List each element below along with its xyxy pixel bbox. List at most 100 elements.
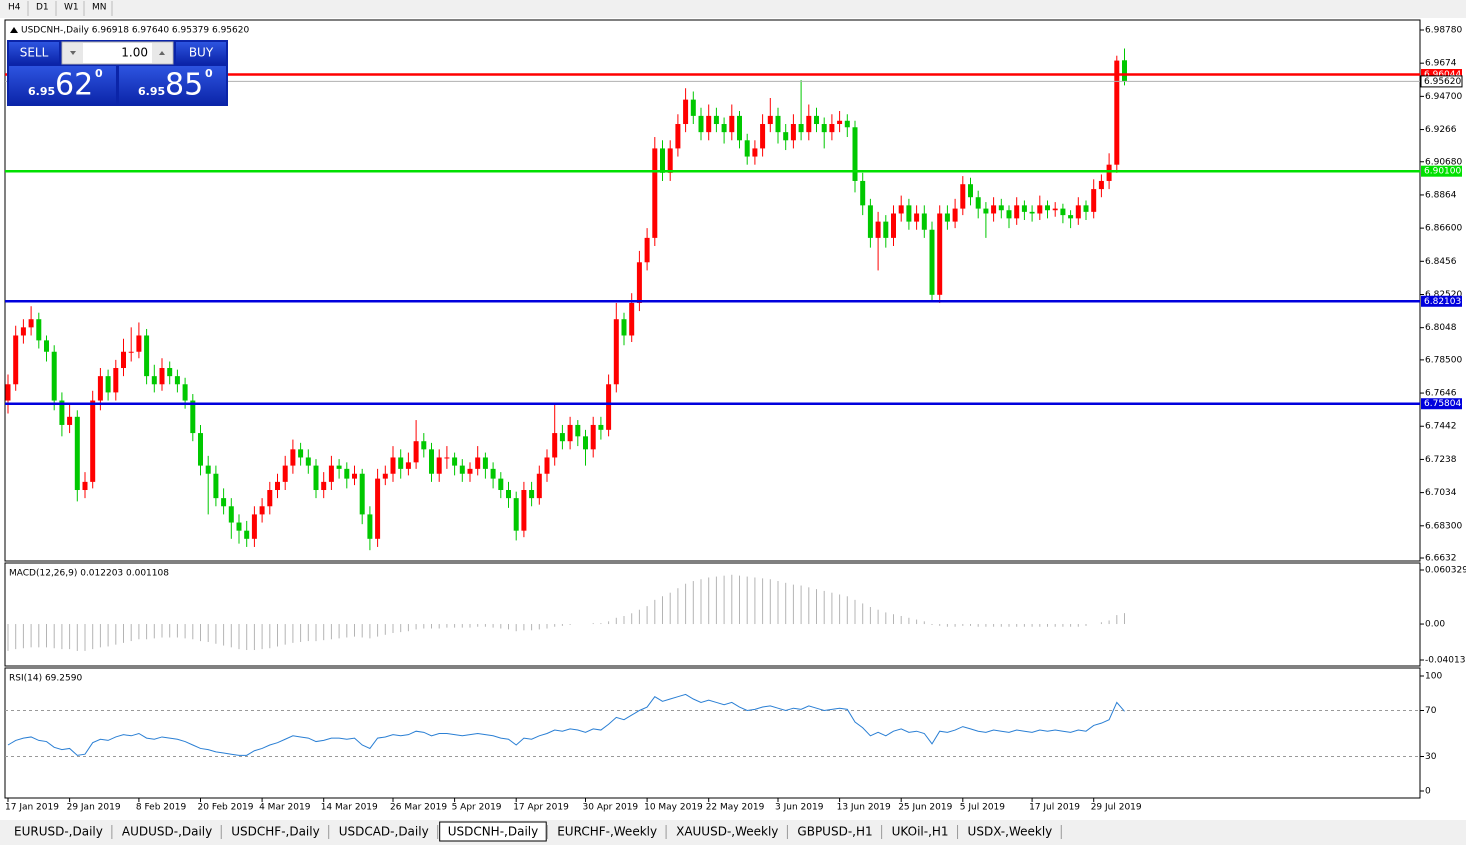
candle-body [567, 424, 573, 442]
lot-input[interactable] [61, 41, 174, 65]
candle-body [606, 384, 612, 430]
tab[interactable]: USDCAD-,Daily [330, 822, 439, 841]
candle-body [51, 351, 57, 401]
candle-body [298, 449, 304, 458]
candle-body [914, 213, 920, 222]
candle-body [90, 400, 96, 482]
sell-button[interactable] [9, 42, 59, 64]
y-tick-label: 6.8456 [1425, 257, 1457, 267]
candle-body [1114, 60, 1120, 165]
tab-label[interactable]: EURCHF-,Weekly [557, 825, 657, 839]
candle-body [898, 205, 904, 214]
tab[interactable]: AUDUSD-,Daily [113, 822, 222, 841]
tab[interactable]: UKOil-,H1 [883, 822, 959, 841]
price-panel [4, 19, 1421, 562]
candle-body [829, 124, 835, 133]
candle-body [67, 416, 73, 425]
bid-box[interactable] [9, 66, 116, 105]
candle-body [991, 205, 997, 214]
candle-body [1083, 205, 1089, 212]
candle-body [28, 319, 34, 328]
tab[interactable]: EURUSD-,Daily [6, 822, 113, 841]
tab[interactable]: USDX-,Weekly [959, 822, 1062, 841]
candle-body [352, 473, 357, 479]
candle-body [290, 449, 296, 466]
candle-body [136, 335, 142, 352]
candle-body [760, 124, 766, 149]
candle-body [721, 124, 727, 133]
candle-body [513, 498, 519, 531]
timeframe[interactable]: MN [92, 3, 107, 13]
x-tick-label: 10 May 2019 [644, 803, 703, 813]
candle-body [328, 465, 334, 482]
candle-body [737, 115, 742, 141]
tab-bg [549, 822, 666, 841]
candle-body [13, 335, 19, 385]
x-tick-label: 3 Jun 2019 [775, 803, 824, 813]
sell-label[interactable]: SELL [20, 46, 49, 60]
lot-value[interactable]: 1.00 [121, 46, 148, 60]
tab-label[interactable]: AUDUSD-,Daily [122, 825, 212, 839]
y-tick-label: 6.7442 [1425, 422, 1457, 432]
candle-body [459, 465, 465, 474]
current-price-label: 6.95620 [1424, 77, 1461, 87]
buy-button[interactable] [176, 42, 226, 64]
timeframe[interactable]: D1 [36, 3, 49, 13]
candle-body [20, 327, 26, 336]
y-tick-label: 70 [1425, 706, 1437, 716]
ask-prefix: 6.95 [138, 85, 165, 98]
candle-body [151, 376, 157, 385]
bid-prefix: 6.95 [28, 85, 55, 98]
ask-box[interactable] [119, 66, 226, 105]
candle-body [398, 457, 404, 469]
tab-bg [883, 822, 957, 841]
tab-label[interactable]: EURUSD-,Daily [14, 825, 103, 839]
level-label-bg [1421, 165, 1462, 177]
candle-body [814, 115, 819, 125]
tab-bg [789, 822, 881, 841]
collapse-icon[interactable] [10, 27, 18, 33]
y-tick-label: -0.040135 [1425, 656, 1466, 666]
candle-body [444, 457, 450, 459]
tab[interactable]: EURCHF-,Weekly [549, 822, 667, 841]
candle-body [636, 262, 642, 303]
timeframe[interactable]: W1 [64, 3, 79, 13]
timeframes: H4 D1 W1 MN [8, 1, 113, 16]
candle-body [660, 148, 665, 173]
tab[interactable]: XAUUSD-,Weekly [668, 822, 788, 841]
tab-label[interactable]: USDCNH-,Daily [448, 825, 539, 839]
candle-body [167, 368, 173, 377]
tab-label[interactable]: USDCHF-,Daily [231, 825, 319, 839]
y-tick-label: 0 [1425, 787, 1431, 797]
tab[interactable]: USDCHF-,Daily [223, 822, 330, 841]
y-tick-label: 6.7646 [1425, 389, 1457, 399]
tab-label[interactable]: USDX-,Weekly [968, 825, 1053, 839]
y-tick-label: 6.8048 [1425, 323, 1457, 333]
y-tick-label: 6.82520 [1425, 290, 1462, 300]
candle-body [82, 481, 88, 491]
candle-body [783, 132, 789, 141]
x-tick-label: 17 Apr 2019 [513, 803, 569, 813]
y-tick-label: 6.9266 [1425, 125, 1457, 135]
tab[interactable]: USDCNH-,Daily [439, 821, 548, 842]
candle-body [621, 319, 627, 336]
chart-title: USDCNH-,Daily 6.96918 6.97640 6.95379 6.… [21, 26, 249, 36]
candle-body [506, 490, 511, 499]
tab-label[interactable]: UKOil-,H1 [892, 825, 949, 839]
bid-big: 62 [55, 68, 93, 103]
level-label: 6.75804 [1424, 399, 1461, 409]
timeframe[interactable]: H4 [8, 3, 21, 13]
candle-body [1122, 60, 1127, 82]
candle-body [375, 478, 381, 539]
tab[interactable]: GBPUSD-,H1 [789, 822, 883, 841]
lot-down-icon [70, 51, 76, 55]
level-label-bg [1421, 295, 1462, 307]
buy-label[interactable]: BUY [189, 46, 214, 60]
candle-body [121, 351, 126, 369]
tab-label[interactable]: XAUUSD-,Weekly [676, 825, 778, 839]
tab-label[interactable]: GBPUSD-,H1 [797, 825, 872, 839]
tab-label[interactable]: USDCAD-,Daily [339, 825, 429, 839]
candle-body [529, 490, 535, 499]
x-tick-label: 26 Mar 2019 [390, 803, 447, 813]
